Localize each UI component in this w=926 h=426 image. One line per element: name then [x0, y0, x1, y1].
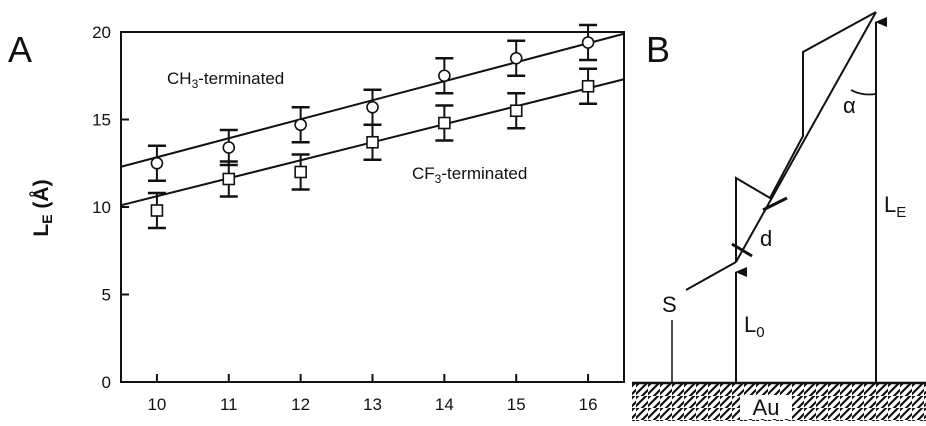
y-tick-label: 0: [102, 373, 111, 392]
data-point-cf3: [222, 172, 236, 186]
data-point-ch3: [509, 51, 523, 65]
y-tick-label: 20: [92, 23, 111, 42]
d-tick-upper: [762, 196, 788, 212]
error-bars: [147, 23, 598, 230]
y-tick-label: 5: [102, 286, 111, 305]
data-point-cf3: [150, 204, 164, 217]
alpha-arc: [850, 89, 877, 96]
data-point-ch3: [366, 100, 379, 114]
data-point-cf3: [581, 79, 595, 93]
data-point-ch3: [150, 156, 164, 170]
x-tick-label: 11: [220, 395, 238, 414]
data-point-ch3: [222, 141, 236, 154]
data-point-cf3: [438, 116, 451, 130]
x-axis: 10 11 12 13 14 15 16: [147, 374, 598, 414]
data-point-ch3: [438, 69, 451, 83]
au-label: Au: [753, 395, 780, 420]
panel-label-b: B: [646, 29, 670, 70]
chain-contour: [735, 11, 877, 262]
series-label-cf3: CF3-terminated: [412, 164, 527, 186]
sulfur-label: S: [662, 292, 677, 317]
chain-axis-line: [735, 11, 877, 263]
data-markers: [150, 36, 595, 217]
y-tick-label: 15: [92, 111, 111, 130]
y-tick-label: 10: [92, 198, 111, 217]
data-point-ch3: [294, 118, 307, 132]
x-tick-label: 12: [291, 395, 310, 414]
data-point-cf3: [509, 104, 523, 118]
d-tick-lower: [731, 242, 753, 258]
y-axis-label: LE (Å): [29, 179, 55, 236]
le-label: LE: [884, 192, 906, 221]
x-tick-label: 15: [507, 395, 526, 414]
y-axis: 0 5 10 15 20: [92, 23, 129, 392]
series-label-ch3: CH3-terminated: [167, 69, 284, 91]
l0-label: L0: [744, 312, 765, 341]
sulfur-bond-line: [685, 261, 737, 291]
alpha-label: α: [843, 93, 856, 118]
d-label: d: [760, 226, 772, 251]
data-point-cf3: [366, 135, 379, 149]
au-label-bg: [740, 395, 792, 419]
x-tick-label: 16: [579, 395, 598, 414]
x-tick-label: 13: [363, 395, 382, 414]
x-tick-label: 10: [147, 395, 166, 414]
panel-label-a: A: [8, 29, 32, 70]
x-tick-label: 14: [435, 395, 454, 414]
data-point-cf3: [294, 165, 307, 179]
data-point-ch3: [581, 36, 595, 49]
